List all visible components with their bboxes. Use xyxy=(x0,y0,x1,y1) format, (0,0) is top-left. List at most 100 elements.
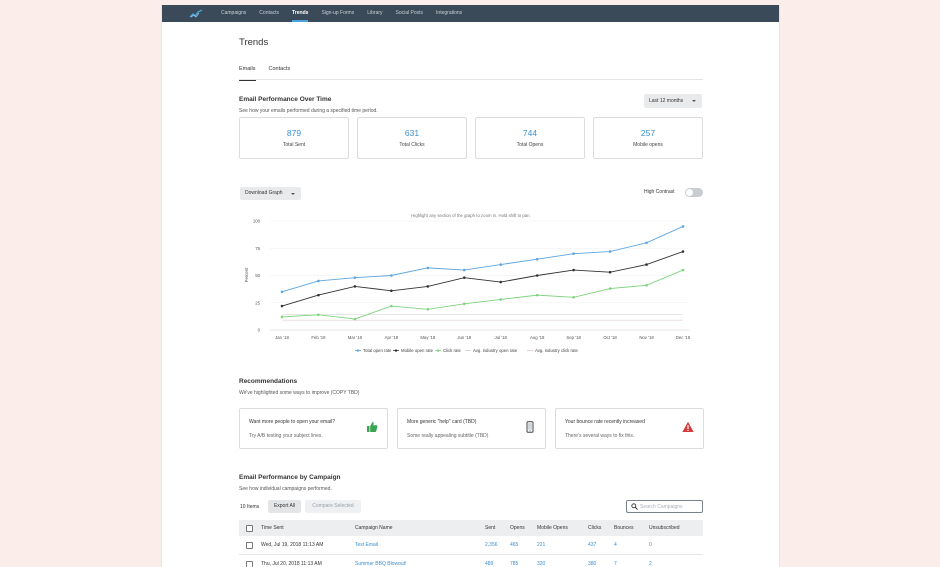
cell-mobile-opens[interactable]: 320 xyxy=(537,561,546,567)
column-header-sent[interactable]: Sent xyxy=(485,525,496,531)
series-line-total-open-rate xyxy=(281,226,684,293)
row-checkbox[interactable] xyxy=(246,541,253,549)
cell-time-sent: Thu, Jul 20, 2018 11:13 AM xyxy=(261,561,322,567)
cell-unsubscribed[interactable]: 2 xyxy=(649,561,652,567)
search-campaigns-input[interactable] xyxy=(640,502,700,512)
email-performance-chart[interactable]: Highlight any section of the graph to zo… xyxy=(239,205,703,365)
legend-label: Total open rate xyxy=(363,348,392,353)
tab-bar: Emails Contacts xyxy=(239,64,703,81)
x-tick-label: Jun '18 xyxy=(457,335,471,340)
download-graph-label: Download Graph xyxy=(245,190,283,196)
chart-annotation: Highlight any section of the graph to zo… xyxy=(411,213,530,218)
row-checkbox[interactable] xyxy=(246,560,253,567)
high-contrast-toggle[interactable] xyxy=(685,188,703,197)
column-header-clicks[interactable]: Clicks xyxy=(588,525,602,531)
data-point xyxy=(572,296,575,299)
search-campaigns-box[interactable] xyxy=(626,500,703,513)
data-point xyxy=(462,276,466,279)
nav-item-signup-forms[interactable]: Sign-up Forms xyxy=(321,10,355,16)
nav-item-contacts[interactable]: Contacts xyxy=(259,10,280,16)
recommendation-card-help[interactable]: More generic "help" card (TBD) Some real… xyxy=(397,408,546,449)
data-point xyxy=(317,313,320,317)
cell-campaign-name-link[interactable]: Test Email xyxy=(355,542,379,548)
column-header-bounces[interactable]: Bounces xyxy=(614,525,634,531)
tab-emails[interactable]: Emails xyxy=(239,64,256,81)
period-dropdown[interactable]: Last 12 months xyxy=(644,94,702,108)
recommendation-card-open-rate[interactable]: Want more people to open your email? Try… xyxy=(239,408,388,449)
recommendations-subtitle: We've highlighted some ways to improve (… xyxy=(239,390,360,396)
data-point xyxy=(390,274,393,277)
data-point xyxy=(280,290,284,294)
x-tick-label: Mar '18 xyxy=(348,335,363,340)
data-point xyxy=(426,285,430,288)
cell-bounces[interactable]: 4 xyxy=(614,542,617,548)
table-header: Time Sent Campaign Name Sent Opens Mobil… xyxy=(239,520,703,536)
data-point xyxy=(608,287,612,290)
cell-sent[interactable]: 489 xyxy=(485,561,494,567)
nav-item-campaigns[interactable]: Campaigns xyxy=(221,10,247,16)
column-header-campaign-name[interactable]: Campaign Name xyxy=(355,525,393,531)
nav-item-social-posts[interactable]: Social Posts xyxy=(395,10,424,16)
data-point xyxy=(572,252,575,255)
cell-bounces[interactable]: 7 xyxy=(614,561,617,567)
data-point xyxy=(499,280,503,284)
data-point xyxy=(280,315,284,319)
x-tick-label: Nov '18 xyxy=(639,335,654,340)
compare-selected-button[interactable]: Compare Selected xyxy=(305,500,361,513)
performance-title: Email Performance Over Time xyxy=(239,96,332,103)
select-all-checkbox[interactable] xyxy=(246,524,253,532)
cell-clicks[interactable]: 437 xyxy=(588,542,597,548)
recommendation-card-bounce-rate[interactable]: Your bounce rate recently increased Ther… xyxy=(555,408,704,449)
cell-opens[interactable]: 785 xyxy=(510,561,519,567)
data-point xyxy=(426,266,430,270)
column-header-time-sent[interactable]: Time Sent xyxy=(261,525,284,531)
data-point xyxy=(681,268,685,272)
data-point xyxy=(681,225,685,228)
data-point xyxy=(353,276,357,279)
column-header-mobile-opens[interactable]: Mobile Opens xyxy=(537,525,568,531)
export-all-button[interactable]: Export All xyxy=(268,500,301,513)
cell-opens[interactable]: 465 xyxy=(510,542,519,548)
toggle-knob xyxy=(686,189,693,196)
cell-time-sent: Wed, Jul 19, 2018 11:13 AM xyxy=(261,542,324,548)
cell-mobile-opens[interactable]: 221 xyxy=(537,542,546,548)
rec-card-title: More generic "help" card (TBD) xyxy=(407,419,477,425)
brand-logo-icon[interactable] xyxy=(189,9,203,18)
data-point xyxy=(645,284,648,287)
y-tick-label: 0 xyxy=(258,328,261,333)
legend-label: Click rate xyxy=(443,348,462,353)
rec-card-subtitle: Some really appealing subtitle (TBD) xyxy=(407,433,489,439)
x-tick-label: Aug '18 xyxy=(530,335,545,340)
stat-value: 879 xyxy=(286,128,302,138)
cell-unsubscribed[interactable]: 0 xyxy=(649,542,652,548)
data-point xyxy=(572,268,575,272)
legend-label: Avg. industry click rate xyxy=(535,348,579,353)
tab-contacts[interactable]: Contacts xyxy=(268,66,291,72)
legend-marker xyxy=(436,349,440,352)
table-row[interactable]: Wed, Jul 19, 2018 11:13 AM Test Email 2,… xyxy=(239,536,703,555)
rec-card-title: Want more people to open your email? xyxy=(249,419,335,425)
legend-marker xyxy=(394,349,398,352)
data-point xyxy=(280,304,284,308)
cell-campaign-name-link[interactable]: Summer BBQ Blowout! xyxy=(355,561,407,567)
column-header-opens[interactable]: Opens xyxy=(510,525,525,531)
cell-clicks[interactable]: 380 xyxy=(588,561,597,567)
chevron-down-icon xyxy=(692,100,696,102)
rec-card-subtitle: Try A/B testing your subject lines. xyxy=(249,433,323,439)
table-row[interactable]: Thu, Jul 20, 2018 11:13 AM Summer BBQ Bl… xyxy=(239,555,703,567)
chevron-down-icon xyxy=(291,193,295,195)
nav-item-library[interactable]: Library xyxy=(367,10,383,16)
column-header-unsubscribed[interactable]: Unsubscribed xyxy=(649,525,680,531)
page-title: Trends xyxy=(239,37,269,48)
stat-label: Total Sent xyxy=(282,142,306,148)
nav-item-trends[interactable]: Trends xyxy=(292,5,309,22)
legend-label: Mobile open rate xyxy=(401,348,434,353)
y-tick-label: 100 xyxy=(253,219,261,224)
data-point xyxy=(499,263,503,266)
data-point xyxy=(645,263,648,266)
cell-sent[interactable]: 2,356 xyxy=(485,542,498,548)
download-graph-button[interactable]: Download Graph xyxy=(240,187,301,200)
nav-item-integrations[interactable]: Integrations xyxy=(436,10,463,16)
legend-label: Avg. industry open rate xyxy=(473,348,518,353)
stat-card-mobile-opens: 257 Mobile opens xyxy=(593,117,703,159)
